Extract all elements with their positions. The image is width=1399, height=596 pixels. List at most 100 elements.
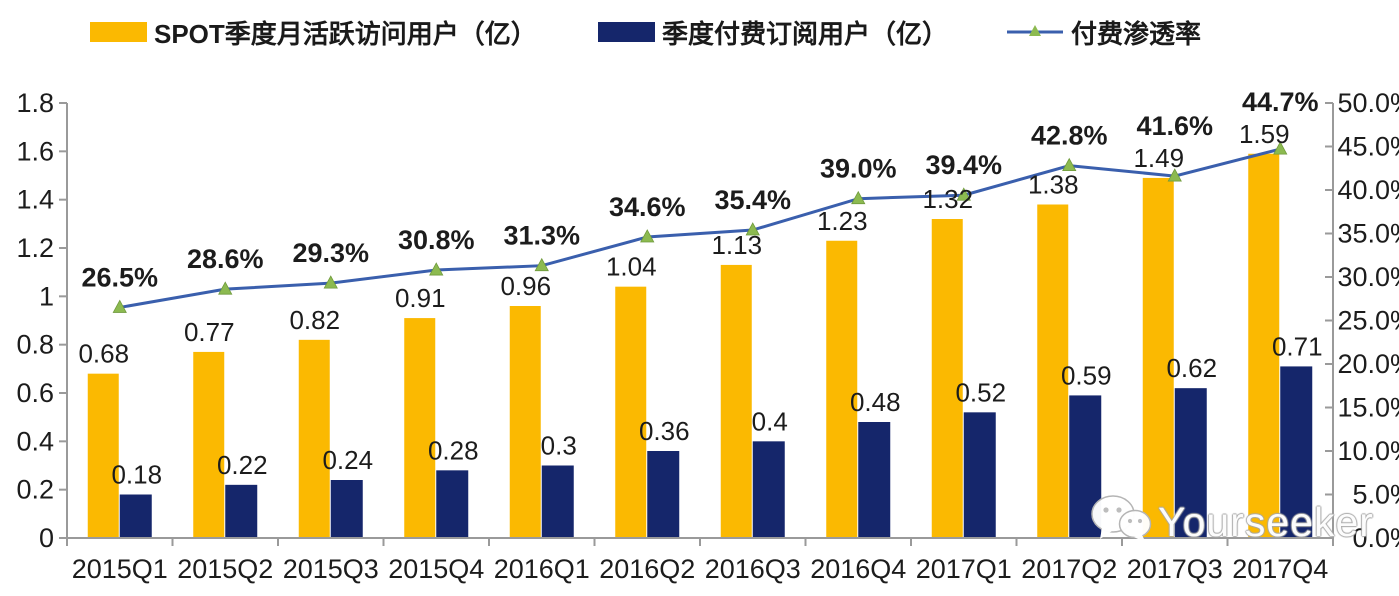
bar-subs	[858, 422, 891, 538]
left-axis-label: 0.2	[16, 475, 54, 505]
penetration-marker	[323, 275, 338, 289]
bar-mau	[720, 264, 752, 538]
penetration-value-label: 28.6%	[187, 244, 264, 274]
subs-legend-swatch	[598, 22, 655, 42]
legend-item-penetration: 付费渗透率	[1007, 18, 1201, 49]
subs-value-label: 0.22	[217, 450, 268, 480]
subs-value-label: 0.3	[541, 431, 577, 461]
mau-value-label: 1.13	[711, 230, 762, 260]
mau-value-label: 1.32	[922, 184, 973, 214]
subs-value-label: 0.28	[428, 435, 479, 465]
mau-value-label: 1.04	[606, 252, 657, 282]
bar-subs	[119, 494, 152, 538]
bar-subs	[1280, 366, 1313, 538]
legend-item-mau: SPOT季度月活跃访问用户（亿）	[90, 18, 537, 49]
left-axis-label: 1.2	[16, 233, 54, 263]
bar-mau	[826, 240, 858, 538]
penetration-marker	[1062, 157, 1077, 172]
watermark-text: Yourseeker	[1158, 499, 1374, 545]
bar-subs	[963, 412, 996, 538]
penetration-value-label: 41.6%	[1136, 111, 1213, 141]
x-axis-label: 2016Q2	[599, 554, 695, 584]
subs-value-label: 0.36	[639, 416, 690, 446]
x-axis-label: 2016Q3	[705, 554, 801, 584]
bar-mau	[1142, 177, 1174, 538]
penetration-marker	[1273, 141, 1288, 155]
penetration-value-label: 42.8%	[1031, 121, 1108, 151]
wechat-icon	[1090, 493, 1152, 552]
bar-subs	[225, 484, 258, 538]
penetration-value-label: 39.4%	[925, 150, 1002, 180]
right-axis-label: 30.0%	[1337, 262, 1399, 292]
subs-value-label: 0.71	[1272, 331, 1323, 361]
penetration-marker	[534, 257, 549, 272]
penetration-value-label: 31.3%	[503, 221, 580, 251]
bar-mau	[509, 306, 541, 538]
penetration-marker	[1167, 168, 1182, 182]
penetration-value-label: 26.5%	[81, 262, 158, 292]
subs-value-label: 0.48	[850, 387, 901, 417]
mau-value-label: 0.96	[500, 271, 551, 301]
bar-mau	[298, 339, 330, 538]
penetration-value-label: 39.0%	[820, 154, 897, 184]
left-axis-label: 1.6	[16, 136, 54, 166]
watermark: Yourseeker	[1090, 493, 1374, 552]
bar-mau	[193, 351, 225, 538]
penetration-legend-marker	[1007, 22, 1063, 42]
right-axis-label: 10.0%	[1337, 436, 1399, 466]
mau-value-label: 1.49	[1133, 143, 1184, 173]
mau-value-label: 0.77	[184, 317, 235, 347]
left-axis-label: 1.8	[16, 88, 54, 118]
bar-subs	[436, 470, 469, 538]
x-axis-label: 2016Q1	[494, 554, 590, 584]
penetration-marker	[112, 299, 127, 313]
bar-mau	[1248, 153, 1280, 538]
mau-value-label: 0.68	[78, 339, 129, 369]
bar-subs	[752, 441, 785, 538]
mau-value-label: 1.38	[1028, 170, 1079, 200]
right-axis-label: 45.0%	[1337, 132, 1399, 162]
right-axis-label: 15.0%	[1337, 393, 1399, 423]
subs-value-label: 0.59	[1061, 360, 1112, 390]
penetration-value-label: 35.4%	[714, 185, 791, 215]
left-axis-label: 0.6	[16, 378, 54, 408]
left-axis-label: 0	[39, 523, 54, 553]
bar-mau	[931, 219, 963, 538]
right-axis-label: 35.0%	[1337, 219, 1399, 249]
left-axis-label: 0.8	[16, 330, 54, 360]
mau-legend-swatch	[90, 22, 147, 42]
penetration-marker	[640, 229, 655, 243]
x-axis-label: 2017Q1	[916, 554, 1012, 584]
x-axis-label: 2015Q1	[72, 554, 168, 584]
right-axis-label: 20.0%	[1337, 349, 1399, 379]
x-axis-label: 2017Q4	[1232, 554, 1328, 584]
penetration-marker	[851, 190, 866, 205]
subs-value-label: 0.52	[955, 377, 1006, 407]
mau-value-label: 1.59	[1239, 119, 1290, 149]
penetration-marker	[956, 187, 971, 201]
subs-value-label: 0.4	[752, 406, 788, 436]
mau-value-label: 0.91	[395, 283, 446, 313]
mau-value-label: 1.23	[817, 206, 868, 236]
right-axis-label: 40.0%	[1337, 175, 1399, 205]
x-axis-label: 2016Q4	[810, 554, 906, 584]
right-axis-label: 0.0%	[1352, 523, 1399, 553]
penetration-value-label: 34.6%	[609, 192, 686, 222]
bar-mau	[1037, 204, 1069, 538]
bar-mau	[615, 286, 647, 538]
penetration-marker	[745, 222, 760, 236]
mau-legend-label: SPOT季度月活跃访问用户（亿）	[154, 18, 537, 49]
penetration-value-label: 29.3%	[292, 238, 369, 268]
subs-legend-label: 季度付费订阅用户（亿）	[662, 18, 949, 49]
left-axis-label: 0.4	[16, 426, 54, 456]
x-axis-label: 2017Q3	[1127, 554, 1223, 584]
x-axis-label: 2015Q2	[177, 554, 273, 584]
penetration-marker	[218, 281, 233, 295]
penetration-line	[119, 147, 1281, 309]
x-axis-label: 2017Q2	[1021, 554, 1117, 584]
bar-subs	[330, 480, 363, 538]
bar-mau	[87, 373, 119, 538]
right-axis-label: 50.0%	[1337, 88, 1399, 118]
penetration-value-label: 44.7%	[1242, 87, 1319, 117]
